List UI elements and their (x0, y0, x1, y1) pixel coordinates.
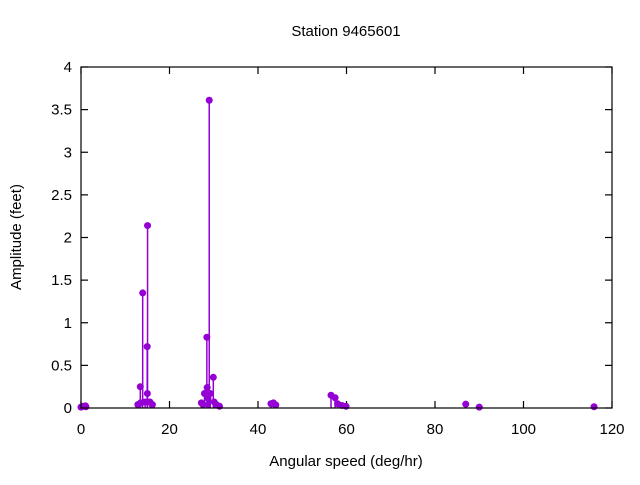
y-tick-label: 3.5 (51, 102, 72, 119)
x-tick-label: 40 (250, 421, 267, 438)
data-point (141, 398, 149, 406)
x-tick-label: 120 (599, 421, 624, 438)
data-point (143, 390, 151, 398)
y-axis-label: Amplitude (feet) (8, 184, 25, 290)
data-point (203, 384, 211, 392)
data-point (331, 394, 339, 402)
y-tick-label: 4 (64, 59, 72, 76)
y-tick-label: 3 (64, 144, 72, 161)
data-point (200, 390, 208, 398)
y-tick-label: 1 (64, 315, 72, 332)
x-tick-label: 0 (77, 421, 85, 438)
y-tick-label: 2.5 (51, 187, 72, 204)
x-axis-label: Angular speed (deg/hr) (269, 453, 422, 470)
data-point (136, 383, 144, 391)
data-point (590, 403, 598, 411)
y-tick-label: 1.5 (51, 272, 72, 289)
x-tick-label: 60 (338, 421, 355, 438)
data-point (205, 96, 213, 104)
data-point (216, 402, 224, 410)
data-point (475, 403, 483, 411)
data-point (462, 400, 470, 408)
x-tick-label: 20 (161, 421, 178, 438)
plot-area: 0 20 40 60 80 100 120 0 0.5 1 1.5 2 2.5 3 3.5 4 (51, 59, 624, 438)
data-point (209, 373, 217, 381)
x-tick-label: 80 (427, 421, 444, 438)
chart-title: Station 9465601 (291, 23, 400, 40)
data-point (206, 390, 214, 398)
y-tick-label: 2 (64, 230, 72, 247)
data-point (139, 289, 147, 297)
plot-border (80, 66, 613, 409)
data-point (144, 222, 152, 230)
y-tick-label: 0 (64, 400, 72, 417)
data-point (148, 401, 156, 409)
data-point (342, 402, 350, 410)
data-point (272, 401, 280, 409)
data-point (203, 333, 211, 341)
data-point (143, 343, 151, 351)
data-point (199, 401, 207, 409)
data-point (82, 403, 90, 411)
x-tick-label: 100 (511, 421, 536, 438)
y-tick-label: 0.5 (51, 357, 72, 374)
